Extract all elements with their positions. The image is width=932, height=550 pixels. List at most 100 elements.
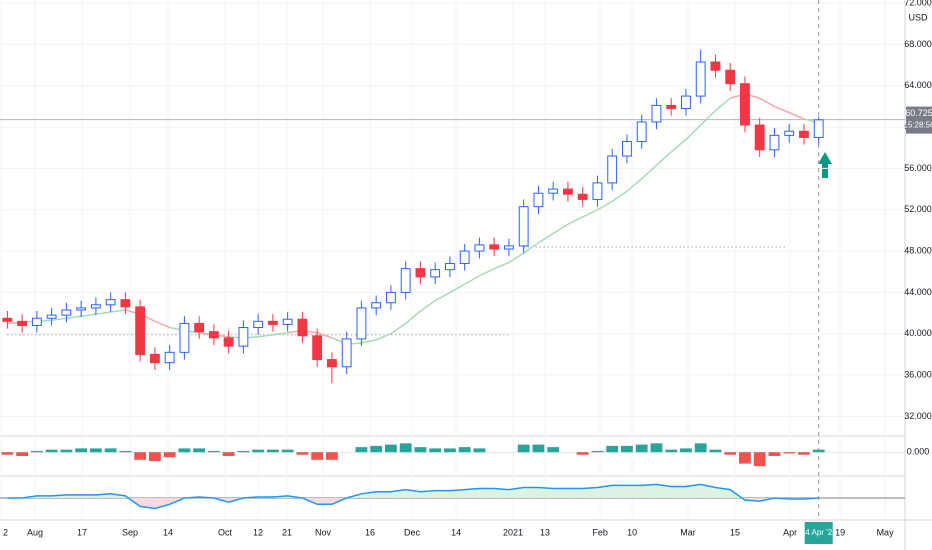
candle-body (563, 188, 573, 195)
x-tick-label: 12 (253, 527, 263, 537)
y-tick-label: 52.000 (904, 204, 932, 214)
candle-body (164, 351, 175, 364)
crosshair-date-label: 14 Apr '21 (801, 528, 837, 537)
y-tick-label: 0.000 (907, 447, 930, 457)
moving-average (419, 300, 436, 312)
oscillator-area (685, 484, 701, 498)
candle-body (149, 353, 160, 364)
oscillator-area (420, 490, 436, 498)
histogram-bar (798, 452, 810, 455)
y-tick-label: 36.000 (904, 369, 932, 379)
oscillator-area (597, 485, 613, 498)
histogram-bar (326, 452, 338, 460)
moving-average (582, 209, 598, 218)
moving-average (95, 311, 111, 315)
moving-average (538, 232, 554, 244)
histogram-bar (783, 452, 796, 454)
y-tick-label: 64.000 (904, 80, 932, 90)
candle-body (135, 306, 146, 355)
candle-body (444, 262, 455, 271)
x-tick-label: 17 (77, 527, 87, 537)
candle-body (548, 188, 559, 194)
candle-body (695, 61, 706, 97)
histogram-bar (635, 444, 648, 453)
x-tick-label: 19 (835, 527, 845, 537)
histogram-bar (385, 444, 397, 453)
moving-average (479, 267, 495, 277)
candle-body (430, 269, 441, 278)
moving-average (51, 317, 67, 322)
x-tick-label: 13 (540, 527, 550, 537)
moving-average (405, 310, 421, 324)
crosshair-date-box (804, 522, 833, 544)
candle-body (282, 318, 293, 325)
histogram-bar (163, 452, 176, 458)
x-tick-label: May (877, 527, 895, 537)
x-tick-label: 14 (451, 527, 461, 537)
candle-body (518, 206, 529, 247)
moving-average (670, 138, 687, 153)
candle-body (371, 302, 382, 309)
last-price-label: 60.725 (905, 108, 932, 118)
oscillator-area (449, 489, 465, 498)
oscillator-area (641, 484, 657, 498)
moving-average (272, 331, 288, 336)
moving-average (258, 334, 274, 338)
histogram-bar (281, 449, 294, 453)
candle-body (76, 307, 87, 311)
candle-body (326, 359, 337, 368)
oscillator-area (154, 498, 170, 509)
candle-body (297, 318, 308, 337)
histogram-bar (178, 448, 191, 453)
candle-body (356, 307, 367, 340)
moving-average (361, 339, 377, 344)
candle-body (474, 244, 485, 252)
moving-average (449, 283, 466, 294)
oscillator-area (464, 488, 480, 498)
candle-body (385, 291, 396, 304)
moving-average (626, 178, 643, 192)
candle-body (415, 268, 426, 278)
histogram-bar (517, 444, 530, 453)
moving-average (552, 223, 569, 235)
moving-average (759, 97, 775, 108)
oscillator-line (7, 483, 819, 510)
histogram-bar (207, 450, 220, 453)
x-tick-label: 2021 (503, 527, 523, 537)
candle-body (253, 320, 264, 329)
candle-body (577, 193, 588, 200)
histogram-bar (547, 447, 560, 453)
oscillator-area (140, 498, 155, 509)
x-tick-label: Nov (315, 527, 332, 537)
moving-average (567, 216, 584, 225)
histogram-bar (680, 448, 692, 453)
candle-body (31, 317, 42, 326)
histogram-bar (193, 448, 206, 453)
candle-body (238, 327, 249, 347)
moving-average (81, 313, 96, 317)
oscillator-area (612, 485, 627, 498)
moving-average (523, 242, 539, 254)
candle-body (90, 304, 101, 309)
histogram-bar (768, 452, 781, 456)
oscillator-area (317, 498, 332, 505)
histogram-bar (399, 443, 412, 453)
histogram-bar (576, 452, 589, 455)
histogram-bar (45, 449, 58, 453)
histogram-bar (414, 447, 427, 453)
y-tick-label: 44.000 (904, 287, 932, 297)
candle-body (223, 337, 234, 347)
histogram-bar (621, 445, 633, 453)
moving-average (641, 164, 657, 180)
histogram-bar (267, 449, 279, 453)
candle-body (754, 124, 765, 151)
histogram-bar (237, 450, 250, 453)
histogram-bar (119, 450, 132, 453)
candle-body (105, 299, 116, 306)
oscillator-area (553, 488, 568, 498)
histogram-bar (30, 450, 43, 453)
x-tick-label: Apr (783, 527, 797, 537)
moving-average (464, 275, 480, 285)
oscillator-area (582, 487, 598, 498)
